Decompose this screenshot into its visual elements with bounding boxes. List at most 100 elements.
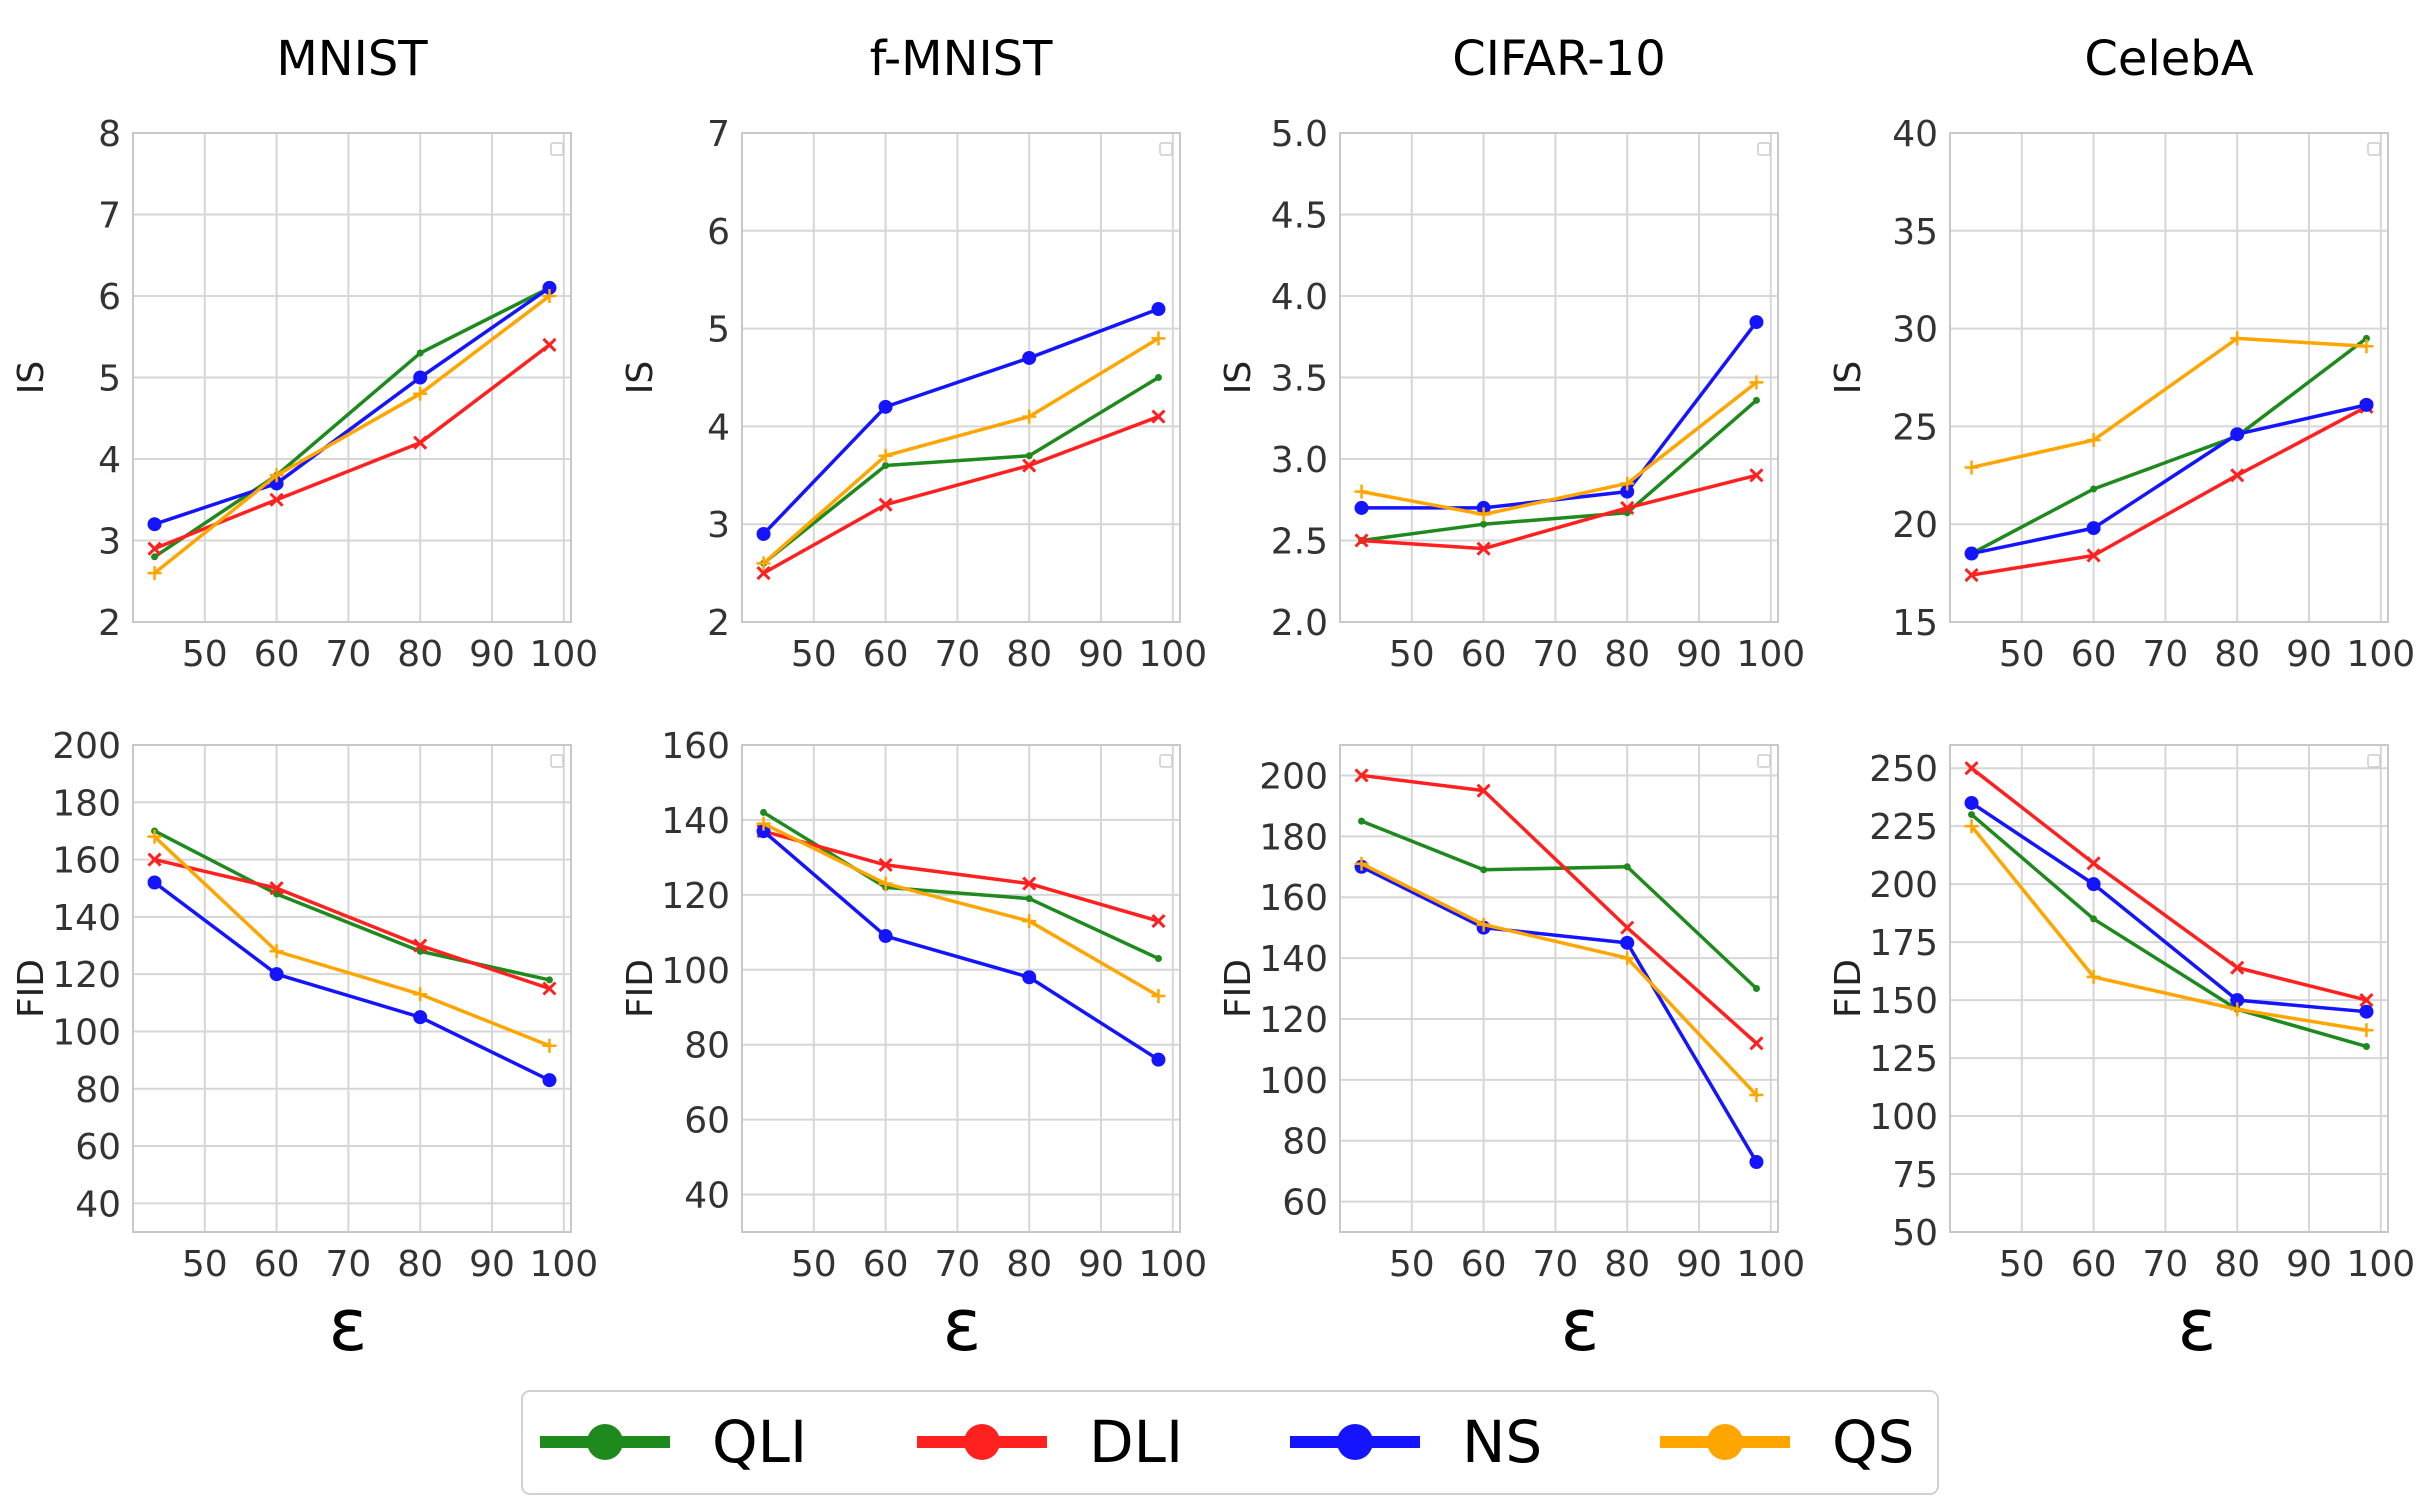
legend-frame [521, 1390, 1939, 1495]
data-point [2086, 521, 2101, 536]
x-tick-label: 70 [935, 634, 981, 675]
legend: QLI DLI NS QS [521, 1390, 1939, 1495]
x-axis-epsilon-label: ε [943, 1283, 982, 1367]
data-point [1964, 546, 1979, 561]
data-point [1749, 315, 1764, 330]
y-tick-label: 60 [75, 1127, 121, 1168]
y-axis-label: FID [1828, 959, 1869, 1018]
legend-marker [587, 1424, 623, 1460]
x-tick-label: 100 [2346, 1244, 2415, 1285]
data-point [1154, 955, 1162, 963]
x-tick-label: 50 [1389, 1244, 1435, 1285]
y-tick-label: 160 [1259, 878, 1328, 919]
series-line-NS [153, 286, 551, 526]
y-tick-label: 80 [684, 1026, 730, 1067]
y-tick-label: 250 [1869, 749, 1938, 790]
data-point [1749, 1154, 1764, 1169]
y-tick-label: 225 [1869, 807, 1938, 848]
y-tick-label: 5 [707, 310, 730, 351]
data-point [2359, 993, 2374, 1008]
x-tick-label: 80 [397, 1244, 443, 1285]
data-point [1749, 468, 1764, 483]
legend-entry-NS: NS [1290, 1408, 1542, 1476]
data-point [1022, 458, 1037, 473]
plot-frame [132, 744, 572, 1233]
y-tick-label: 175 [1869, 923, 1938, 964]
x-tick-label: 70 [326, 1244, 372, 1285]
x-tick-label: 90 [1078, 634, 1124, 675]
x-tick-label: 100 [529, 634, 598, 675]
data-point [756, 556, 771, 571]
x-axis-epsilon-label: ε [1561, 1283, 1600, 1367]
x-tick-label: 80 [1006, 634, 1052, 675]
data-point [2090, 915, 2098, 923]
y-tick-label: 200 [1259, 756, 1328, 797]
data-point [1151, 409, 1166, 424]
x-tick-label: 80 [2214, 1244, 2260, 1285]
x-axis-epsilon-label: ε [2178, 1283, 2217, 1367]
y-tick-label: 4.0 [1271, 277, 1328, 318]
y-tick-label: 80 [1282, 1122, 1328, 1163]
data-point [413, 987, 428, 1002]
data-point [2086, 969, 2101, 984]
series-line-QS [1971, 336, 2367, 470]
data-point [413, 435, 428, 450]
chart-title: CIFAR-10 [1452, 31, 1666, 87]
y-tick-label: 125 [1869, 1039, 1938, 1080]
y-tick-label: 8 [98, 114, 121, 155]
series-line-DLI [1971, 405, 2368, 577]
x-tick-label: 100 [529, 1244, 598, 1285]
data-point [878, 876, 893, 891]
data-point [1964, 567, 1979, 583]
legend-entry-DLI: DLI [917, 1408, 1183, 1476]
y-tick-label: 3 [707, 505, 730, 546]
chart-title: MNIST [276, 31, 428, 87]
x-tick-label: 60 [863, 1244, 909, 1285]
y-tick-label: 7 [98, 196, 121, 237]
y-tick-label: 180 [52, 783, 121, 824]
data-point [1151, 331, 1166, 346]
data-point [1022, 409, 1037, 424]
x-tick-label: 100 [1736, 1244, 1805, 1285]
legend-placeholder [550, 754, 564, 768]
y-tick-label: 6 [98, 277, 121, 318]
data-point [269, 967, 284, 982]
x-tick-label: 50 [791, 634, 837, 675]
x-tick-label: 70 [935, 1244, 981, 1285]
data-point [1354, 484, 1369, 499]
x-tick-label: 50 [1999, 634, 2045, 675]
data-point [2362, 1042, 2370, 1050]
x-tick-label: 80 [1604, 1244, 1650, 1285]
series-line-QLI [762, 376, 1160, 565]
legend-entry-QS: QS [1660, 1408, 1914, 1476]
data-point [1154, 374, 1162, 381]
data-point [413, 386, 428, 401]
y-tick-label: 100 [52, 1012, 121, 1053]
x-tick-label: 50 [791, 1244, 837, 1285]
data-point [1022, 876, 1037, 891]
data-point [1354, 768, 1369, 783]
series-line-NS [153, 881, 551, 1082]
data-point [1151, 988, 1166, 1003]
data-point [269, 944, 284, 959]
legend-placeholder [1757, 142, 1771, 156]
plot-frame [1949, 744, 2389, 1233]
data-point [1480, 520, 1488, 528]
chart-panel-0: MNIST 2 3 4 5 6 7 8 50 60 70 80 90 100 IS [11, 31, 598, 675]
data-point [413, 370, 428, 385]
data-point [147, 852, 162, 867]
y-tick-label: 2.5 [1271, 522, 1328, 563]
plot-frame [741, 744, 1181, 1233]
data-point [2086, 877, 2101, 892]
x-tick-label: 80 [1006, 1244, 1052, 1285]
series-line-QS [153, 294, 551, 575]
legend-placeholder [550, 142, 564, 156]
data-point [416, 349, 424, 357]
plot-frame [1339, 744, 1779, 1233]
data-point [1022, 350, 1037, 365]
data-point [1620, 951, 1635, 966]
y-tick-label: 7 [707, 114, 730, 155]
x-tick-label: 60 [254, 1244, 300, 1285]
series-line-NS [1361, 321, 1758, 510]
